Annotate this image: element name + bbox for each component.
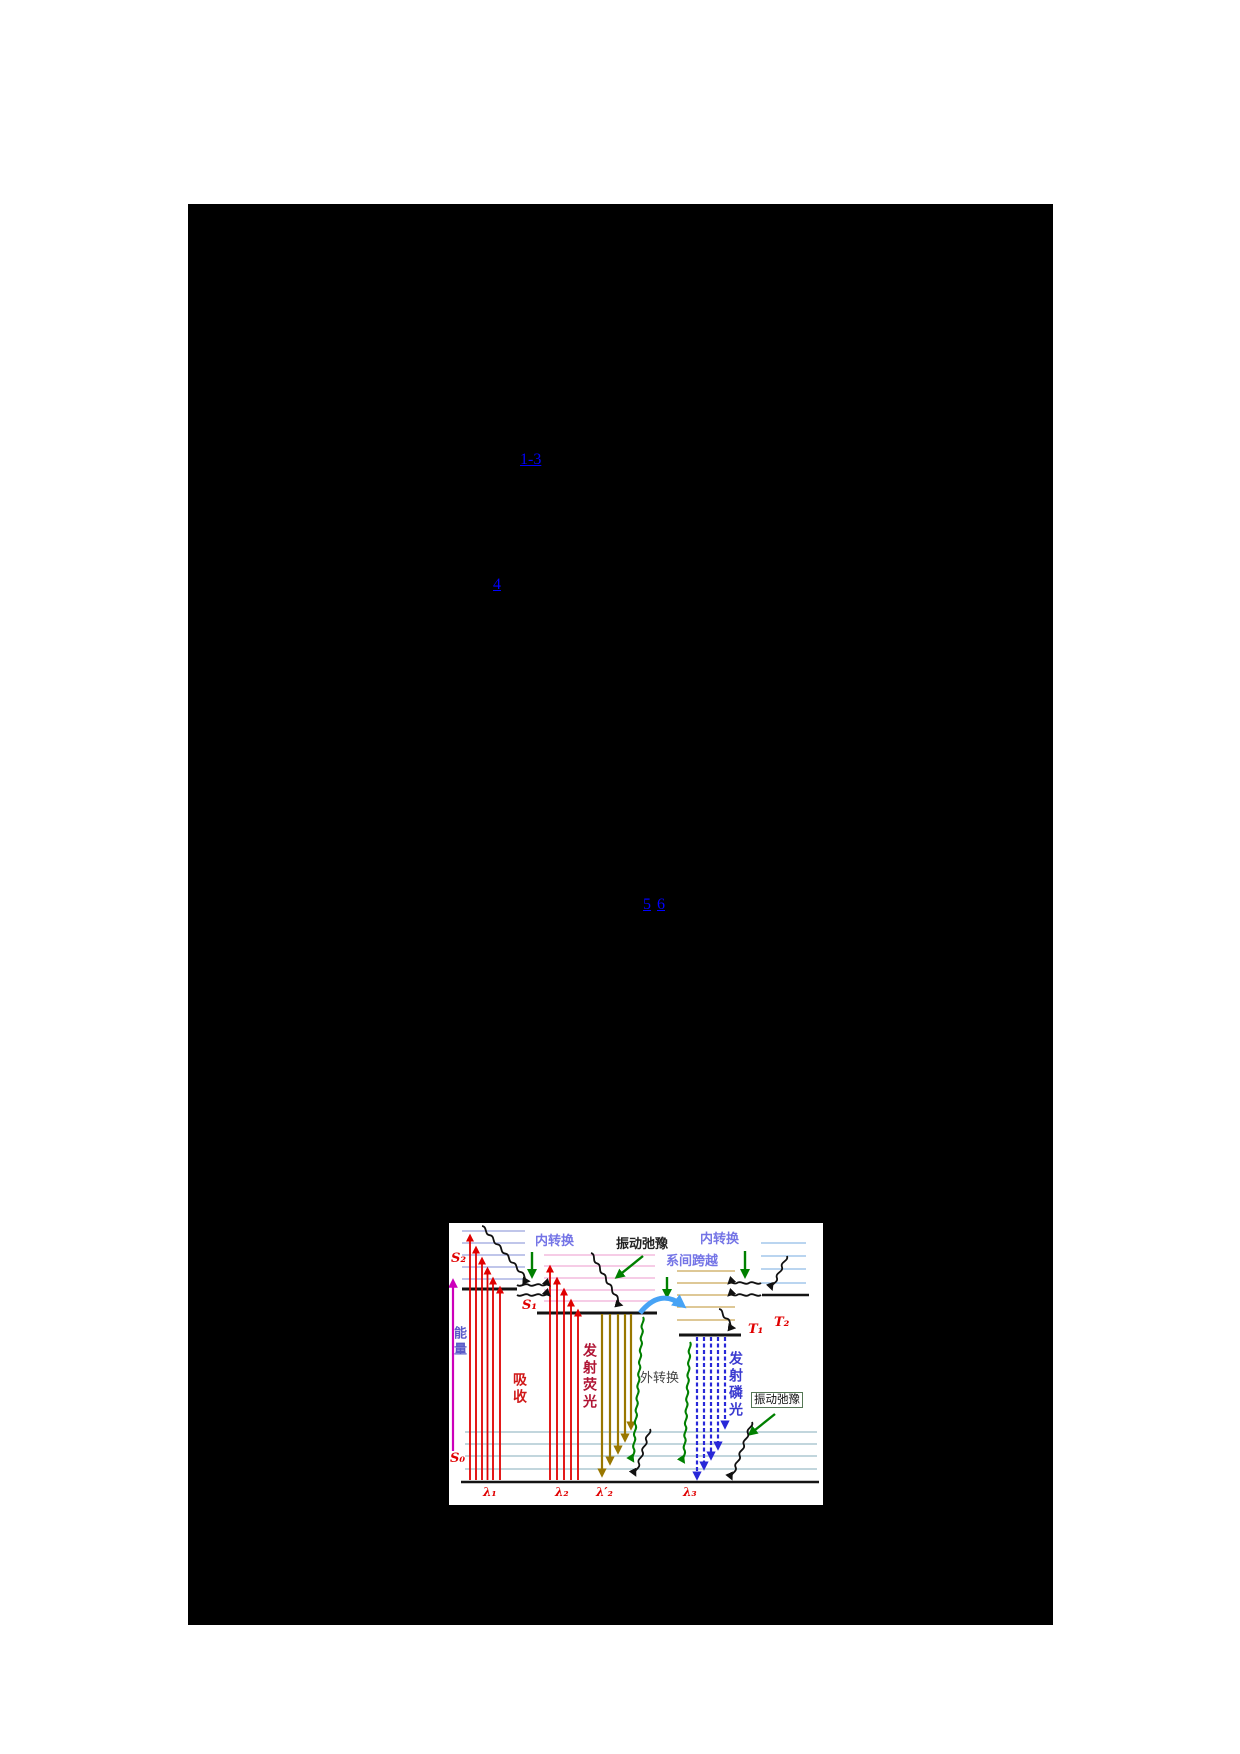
external-conversion-arrow-right: [676, 1341, 692, 1464]
s0-vibrational-lines: [465, 1431, 817, 1470]
s1-level-label: S₁: [522, 1298, 538, 1313]
fluorescence-arrows: [597, 1314, 636, 1478]
lambda2-prime-label: λ′₂: [596, 1485, 613, 1499]
phosphorescence-emission-label: 发射磷光: [727, 1351, 743, 1419]
internal-conversion-label-right: 内转换: [700, 1232, 740, 1247]
conversion-pointer-arrows: [526, 1251, 776, 1436]
phosphorescence-arrows: [692, 1337, 730, 1481]
fluorescence-emission-label: 发射荧光: [581, 1343, 597, 1411]
s2-vibrational-lines: [462, 1230, 525, 1280]
external-conversion-label: 外转换: [640, 1371, 680, 1386]
jablonski-diagram-figure: S₂ S₁ S₀ T₁ T₂ 能量 内转换 内转换 振动弛豫 系间跨越 吸收 发…: [449, 1223, 823, 1505]
s2-level-label: S₂: [451, 1251, 467, 1266]
vibrational-relaxation-squiggles: [481, 1225, 789, 1481]
t2-level-label: T₂: [774, 1315, 790, 1330]
t1-level-label: T₁: [748, 1322, 764, 1337]
intersystem-crossing-arrow: [638, 1294, 687, 1315]
lambda3-label: λ₃: [683, 1485, 697, 1499]
intersystem-crossing-label: 系间跨越: [666, 1254, 719, 1269]
lambda1-label: λ₁: [483, 1485, 497, 1499]
s1-vibrational-lines: [544, 1254, 655, 1302]
citation-link-5[interactable]: 5: [643, 896, 651, 913]
internal-conversion-label-left: 内转换: [535, 1234, 575, 1249]
external-conversion-arrow-left: [626, 1316, 645, 1463]
citation-link-4[interactable]: 4: [493, 576, 501, 593]
t1-vibrational-lines: [677, 1270, 735, 1321]
jablonski-diagram-graphics: [449, 1225, 819, 1484]
energy-axis-label: 能量: [451, 1326, 466, 1358]
s0-level-label: S₀: [450, 1451, 466, 1466]
citation-link-1-3[interactable]: 1-3: [520, 451, 542, 468]
vibrational-relaxation-label-boxed: 振动弛豫: [751, 1392, 803, 1408]
vibrational-relaxation-label-top: 振动弛豫: [616, 1237, 669, 1252]
absorption-arrows: [465, 1233, 583, 1480]
lambda2-label: λ₂: [555, 1485, 569, 1499]
absorption-label: 吸收: [511, 1372, 527, 1406]
citation-link-6[interactable]: 6: [657, 896, 665, 913]
